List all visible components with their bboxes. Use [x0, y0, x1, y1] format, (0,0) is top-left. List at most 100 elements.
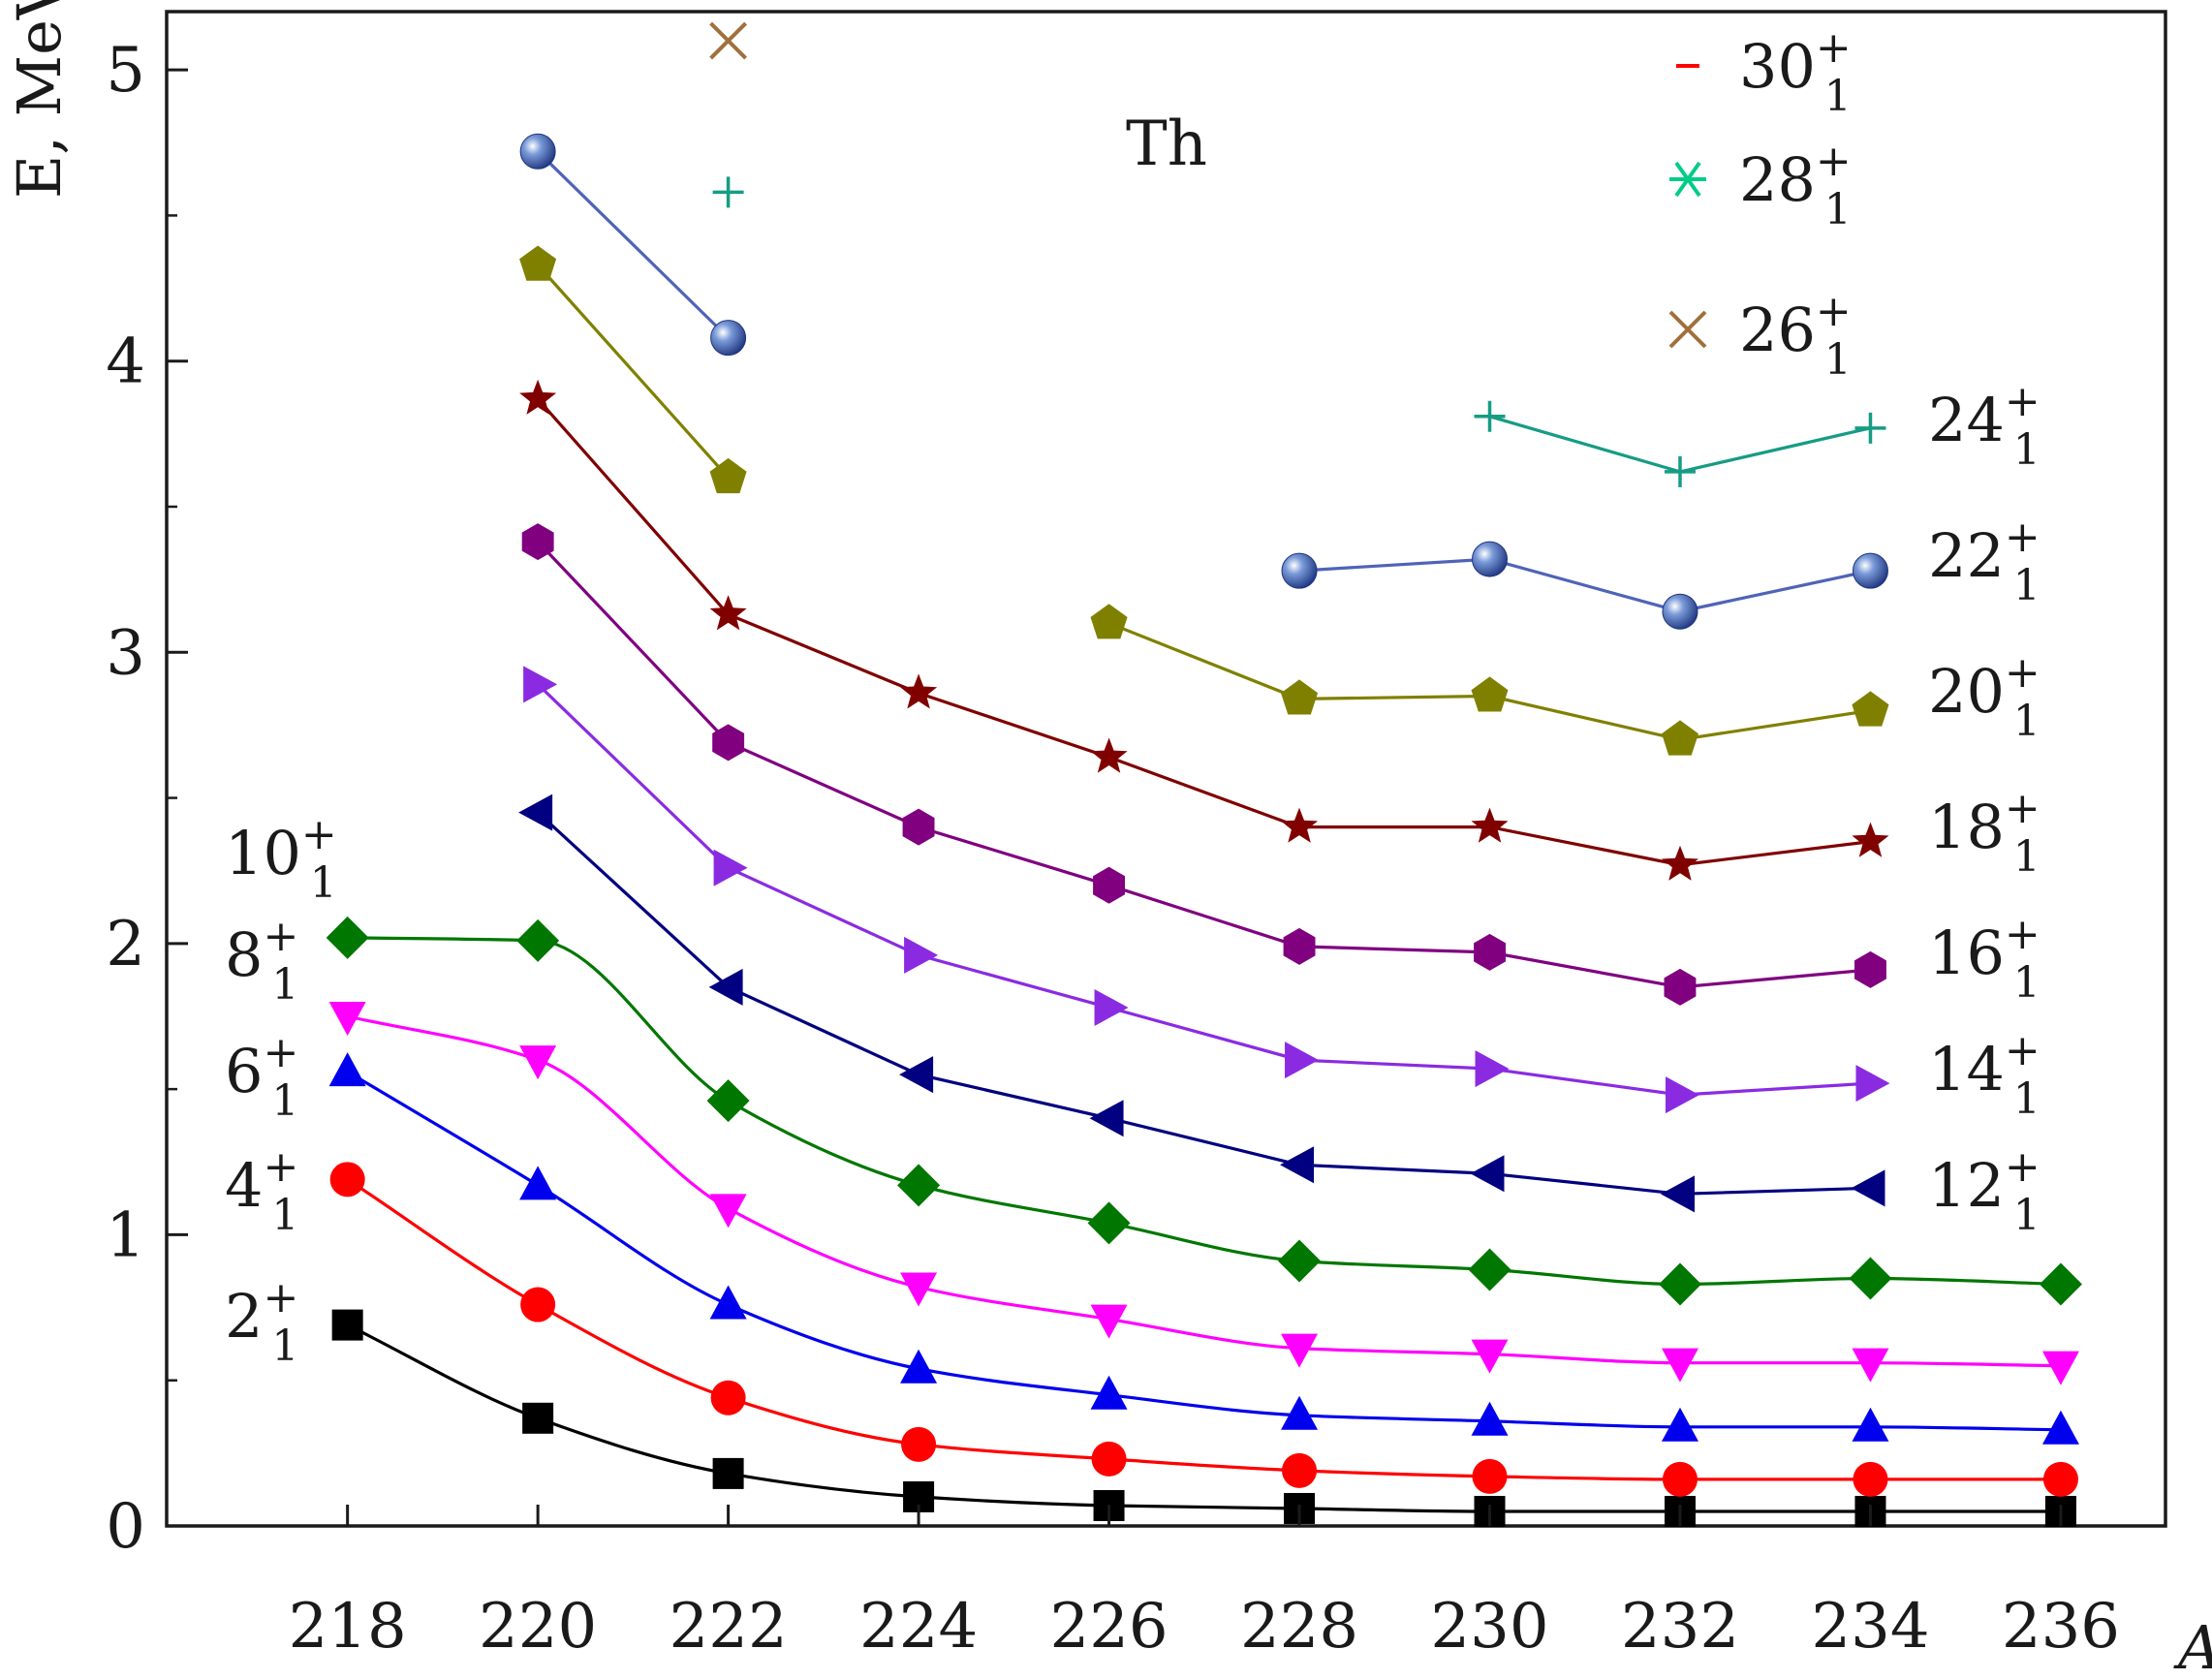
- point-18-232: [1662, 845, 1698, 881]
- point-6-228: [1281, 1395, 1319, 1430]
- point-10-232: [1658, 1262, 1701, 1306]
- point-8-234: [1852, 1348, 1889, 1383]
- level-label-18: 18+ 1: [1928, 784, 2041, 882]
- chart-annotation: Th: [1126, 109, 1207, 180]
- point-6-226: [1090, 1375, 1128, 1410]
- point-10-228: [1278, 1239, 1322, 1283]
- point-20-228: [1281, 679, 1319, 715]
- level-label-4: 4+ 1: [225, 1142, 298, 1240]
- series-10-line-0: [347, 936, 2061, 1287]
- point-8-218: [328, 1001, 366, 1036]
- point-6-218: [328, 1052, 366, 1087]
- x-tick-label-226: 226: [1049, 1591, 1168, 1663]
- point-10-234: [1849, 1257, 1892, 1300]
- point-12-224: [899, 1056, 934, 1094]
- y-tick-label-2: 2: [106, 909, 145, 980]
- point-12-222: [708, 968, 743, 1006]
- series-22-line-1: [1298, 557, 1871, 613]
- point-10-220: [516, 918, 560, 962]
- y-tick-label-0: 0: [106, 1491, 145, 1563]
- point-26-222: [709, 21, 748, 60]
- level-label-28: 28+ 1: [1739, 137, 1852, 234]
- level-label-10: 10+ 1: [225, 810, 337, 908]
- x-tick-label-230: 230: [1430, 1591, 1548, 1663]
- point-4-236: [2042, 1461, 2078, 1497]
- level-label-30: 30+ 1: [1739, 23, 1852, 121]
- y-tick-label-1: 1: [106, 1199, 145, 1271]
- point-22-234: [1852, 552, 1888, 589]
- x-tick-label-218: 218: [289, 1591, 407, 1663]
- x-tick-label-228: 228: [1240, 1591, 1358, 1663]
- point-16-226: [1093, 866, 1125, 904]
- point-14-228: [1285, 1042, 1320, 1079]
- point-10-226: [1087, 1201, 1131, 1245]
- point-14-220: [523, 666, 558, 703]
- series-22-line-0: [536, 150, 730, 339]
- level-label-26: 26+ 1: [1739, 287, 1852, 385]
- point-24-232: [1664, 455, 1696, 487]
- x-axis-label: A: [2173, 1612, 2212, 1680]
- point-22-230: [1472, 541, 1509, 577]
- series-6-line-0: [346, 1070, 2061, 1432]
- point-10-222: [706, 1079, 750, 1123]
- point-10-218: [326, 916, 369, 959]
- point-6-222: [709, 1285, 747, 1320]
- point-4-222: [710, 1380, 746, 1416]
- point-14-232: [1665, 1076, 1699, 1114]
- point-14-224: [904, 936, 939, 974]
- point-2-220: [522, 1402, 554, 1434]
- level-labels: 10+ 18+ 1 6+ 1 4+ 1 2+ 1 24+ 1 22+ 1 20+ 1 18+ 1 16+ 1 14+ 1…: [225, 23, 2041, 1371]
- y-axis-label: E, MeV: [4, 0, 75, 199]
- point-2-218: [331, 1309, 363, 1341]
- point-18-226: [1090, 737, 1128, 773]
- point-18-234: [1852, 822, 1889, 857]
- point-4-218: [329, 1162, 365, 1198]
- point-16-224: [902, 808, 935, 846]
- series-14-line-0: [536, 683, 1871, 1097]
- point-4-234: [1853, 1461, 1888, 1497]
- point-22-228: [1281, 552, 1318, 589]
- point-12-234: [1851, 1169, 1885, 1207]
- point-6-230: [1471, 1401, 1509, 1436]
- point-22-220: [519, 133, 556, 170]
- x-tick-label-222: 222: [670, 1591, 788, 1663]
- level-label-8: 8+ 1: [225, 912, 298, 1010]
- point-12-232: [1660, 1175, 1695, 1213]
- point-20-232: [1662, 720, 1698, 756]
- point-4-224: [901, 1426, 937, 1462]
- point-4-226: [1091, 1441, 1127, 1477]
- level-label-14: 14+ 1: [1928, 1026, 2041, 1124]
- point-24-230: [1474, 400, 1506, 432]
- point-8-236: [2041, 1351, 2079, 1385]
- point-14-226: [1094, 988, 1129, 1026]
- point-10-224: [897, 1164, 941, 1207]
- point-18-222: [709, 595, 747, 631]
- level-label-2: 2+ 1: [225, 1273, 298, 1371]
- x-tick-label-234: 234: [1811, 1591, 1929, 1663]
- series-markers: [326, 21, 2082, 1527]
- point-16-222: [712, 724, 745, 762]
- point-14-234: [1855, 1065, 1890, 1103]
- series-16-line-0: [536, 540, 1871, 989]
- level-label-24: 24+ 1: [1928, 377, 2041, 475]
- series-8-line-0: [347, 1014, 2061, 1368]
- point-12-228: [1280, 1146, 1315, 1184]
- series-18-line-0: [536, 397, 1871, 867]
- point-16-232: [1664, 968, 1697, 1006]
- point-20-230: [1471, 676, 1509, 712]
- x-tick-label-220: 220: [479, 1591, 597, 1663]
- series-4-line-0: [346, 1177, 2061, 1481]
- level-label-22: 22+ 1: [1928, 513, 2041, 610]
- level-label-6: 6+ 1: [225, 1028, 298, 1126]
- point-16-230: [1474, 933, 1506, 971]
- point-6-220: [519, 1166, 557, 1200]
- point-14-222: [713, 849, 748, 887]
- point-10-236: [2039, 1262, 2082, 1306]
- y-tick-label-4: 4: [106, 327, 145, 398]
- point-18-220: [519, 379, 557, 415]
- y-tick-label-5: 5: [106, 35, 145, 107]
- point-8-226: [1090, 1304, 1128, 1339]
- point-10-230: [1468, 1248, 1511, 1291]
